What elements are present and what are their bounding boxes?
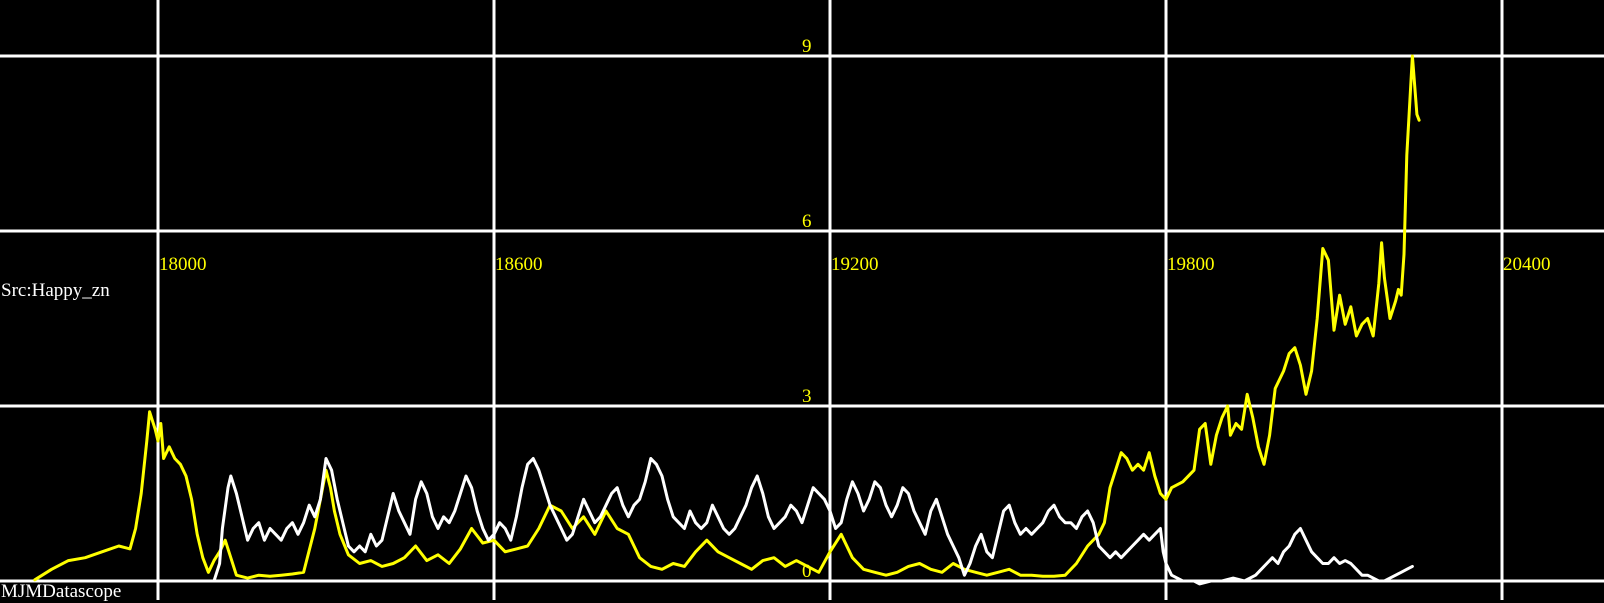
y-tick-label-3: 3 [802, 386, 812, 407]
series-line-1 [33, 54, 1421, 582]
x-tick-label-18000: 18000 [159, 254, 207, 275]
y-tick-label-6: 6 [802, 211, 812, 232]
series-line-2 [212, 457, 1414, 586]
x-tick-label-19200: 19200 [831, 254, 879, 275]
series-layer [33, 54, 1421, 586]
tick-labels: 18000 18600 19200 19800 20400 0 3 6 9 [159, 36, 1551, 582]
y-tick-label-0: 0 [802, 561, 812, 582]
x-tick-label-19800: 19800 [1167, 254, 1215, 275]
source-label: Src:Happy_zn [1, 280, 110, 301]
y-tick-label-9: 9 [802, 36, 812, 57]
x-tick-label-20400: 20400 [1503, 254, 1551, 275]
brand-label: MJMDatascope [1, 581, 122, 602]
x-tick-label-18600: 18600 [495, 254, 543, 275]
